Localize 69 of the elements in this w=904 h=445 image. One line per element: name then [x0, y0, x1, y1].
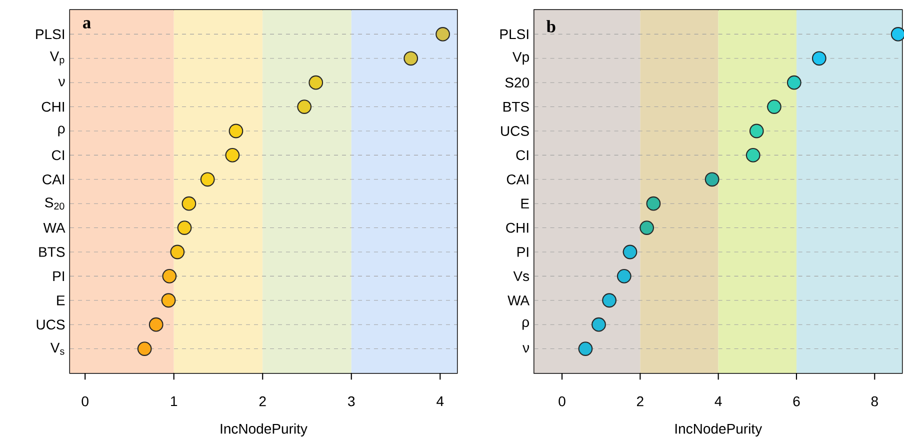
x-axis-title: IncNodePurity — [675, 423, 762, 436]
x-tick-label: 0 — [558, 396, 566, 406]
y-tick-label: E — [521, 198, 529, 208]
point — [767, 100, 782, 114]
point — [704, 172, 720, 187]
y-tick-label: ν — [58, 78, 65, 86]
point — [137, 342, 152, 356]
y-tick-label: PI — [517, 247, 528, 257]
point — [640, 220, 654, 235]
y-tick-label: V$_{s}$ — [50, 342, 64, 355]
point — [646, 196, 661, 211]
y-tick-label: S20 — [505, 78, 530, 88]
point — [786, 75, 802, 90]
point — [602, 293, 616, 308]
y-tick-label: WA — [508, 296, 530, 306]
y-tick-label: BTS — [39, 247, 65, 257]
point — [746, 148, 760, 162]
y-tick-label: ν — [522, 345, 530, 352]
point — [812, 51, 826, 66]
point — [228, 124, 244, 138]
point — [404, 51, 418, 66]
y-tick-label: V$_{p}$ — [50, 51, 64, 66]
y-tick-label: PLSI — [500, 29, 528, 40]
y-tick-label: UCS — [36, 320, 65, 330]
x-axis-title: IncNodePurity — [220, 423, 308, 436]
point — [177, 220, 192, 235]
x-tick-label: 6 — [793, 396, 800, 406]
annotation: b — [546, 20, 556, 32]
y-tick-label: ρ — [58, 126, 65, 136]
point — [182, 196, 196, 211]
point — [308, 75, 324, 90]
y-tick-label: E — [57, 296, 65, 306]
y-tick-label: CHI — [506, 222, 528, 233]
x-tick-label: 1 — [171, 396, 178, 406]
x-tick-label: 2 — [259, 396, 266, 406]
x-tick-label: 4 — [714, 396, 722, 406]
point — [592, 317, 606, 332]
point — [622, 244, 638, 260]
y-tick-label: UCS — [501, 126, 529, 136]
y-tick-label: CI — [52, 150, 64, 160]
y-tick-label: CHI — [42, 102, 64, 112]
point — [170, 244, 185, 260]
point — [578, 342, 593, 356]
y-tick-label: PLSI — [36, 29, 64, 40]
y-tick-label: WA — [43, 222, 66, 233]
y-tick-label: ρ — [522, 319, 529, 330]
y-tick-label: Vp — [512, 52, 529, 65]
y-tick-label: BTS — [503, 102, 529, 112]
point — [225, 148, 240, 162]
annotation: a — [83, 20, 91, 28]
point — [148, 317, 164, 332]
x-tick-label: 2 — [636, 396, 644, 406]
point — [616, 268, 632, 284]
point — [749, 124, 764, 138]
point — [200, 172, 215, 187]
y-tick-label: Vs — [513, 271, 530, 282]
point — [161, 293, 176, 308]
x-tick-label: 8 — [871, 396, 878, 406]
point — [297, 100, 312, 114]
x-tick-label: 4 — [436, 396, 444, 406]
point — [162, 268, 177, 284]
point — [436, 26, 450, 42]
y-tick-label: CI — [516, 150, 528, 160]
y-tick-label: S$_{20}$ — [45, 198, 64, 210]
y-tick-label: CAI — [42, 174, 64, 184]
y-tick-label: PI — [53, 271, 64, 282]
y-tick-label: CAI — [506, 174, 528, 184]
x-tick-label: 3 — [348, 396, 355, 406]
x-tick-label: 0 — [82, 396, 88, 406]
